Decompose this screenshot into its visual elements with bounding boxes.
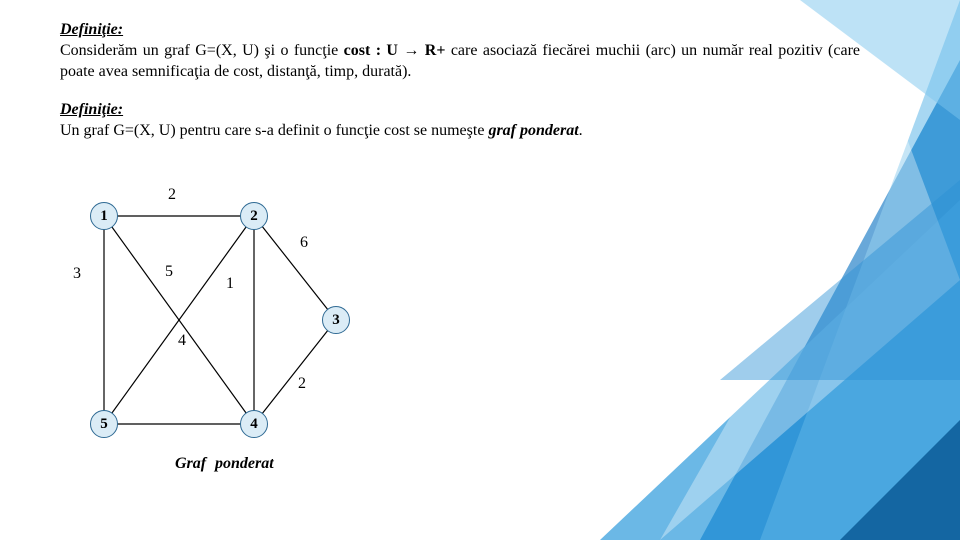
text-content: Definiţie: Considerăm un graf G=(X, U) ş… (60, 20, 860, 142)
graph-diagram: 1 2 3 4 5 2 6 2 3 5 1 4 (60, 180, 400, 480)
definition-2-body-c: . (579, 122, 583, 139)
definition-2-body-a: Un graf G=(X, U) pentru care s-a definit… (60, 122, 488, 139)
edge-weight-5-1: 3 (73, 265, 81, 283)
definition-2-title: Definiţie: (60, 101, 123, 118)
definition-1-title: Definiţie: (60, 21, 123, 38)
graph-node-2: 2 (240, 202, 268, 230)
edge-weight-2-4: 1 (226, 275, 234, 293)
edge-weight-1-4: 5 (165, 263, 173, 281)
graph-node-4: 4 (240, 410, 268, 438)
graph-node-1: 1 (90, 202, 118, 230)
edge-weight-2-5: 4 (178, 332, 186, 350)
edge-weight-2-3: 6 (300, 234, 308, 252)
definition-2-body-b: graf ponderat (488, 122, 578, 139)
edge-weight-3-4: 2 (298, 375, 306, 393)
definition-1-body-a: Considerăm un graf G=(X, U) şi o funcţie (60, 42, 344, 59)
graph-node-5: 5 (90, 410, 118, 438)
definition-1-body-b: cost : U → R+ (344, 42, 446, 59)
slide: Definiţie: Considerăm un graf G=(X, U) ş… (0, 0, 960, 540)
edge-weight-1-2: 2 (168, 186, 176, 204)
graph-node-3: 3 (322, 306, 350, 334)
